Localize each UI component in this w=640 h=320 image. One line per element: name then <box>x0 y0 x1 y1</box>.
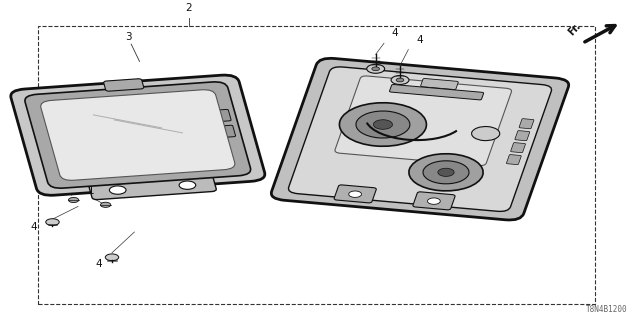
FancyBboxPatch shape <box>205 109 231 122</box>
FancyBboxPatch shape <box>515 131 530 141</box>
Circle shape <box>109 186 126 194</box>
Text: 4: 4 <box>392 28 398 38</box>
FancyBboxPatch shape <box>511 143 525 153</box>
Circle shape <box>396 78 404 82</box>
Circle shape <box>349 191 362 197</box>
FancyBboxPatch shape <box>87 169 216 200</box>
FancyBboxPatch shape <box>335 76 511 165</box>
Text: 4: 4 <box>96 259 102 269</box>
Text: 4: 4 <box>416 36 422 45</box>
Text: 2: 2 <box>186 4 192 13</box>
Circle shape <box>472 126 500 140</box>
Text: Fr.: Fr. <box>566 21 583 37</box>
FancyBboxPatch shape <box>519 119 534 129</box>
Text: 4: 4 <box>30 222 36 232</box>
Circle shape <box>68 197 79 203</box>
FancyBboxPatch shape <box>420 78 458 90</box>
Text: T8N4B1200: T8N4B1200 <box>586 305 627 314</box>
Text: 3: 3 <box>125 32 131 42</box>
FancyBboxPatch shape <box>210 125 236 138</box>
Circle shape <box>367 64 385 73</box>
Circle shape <box>100 202 111 207</box>
Circle shape <box>356 111 410 138</box>
FancyBboxPatch shape <box>25 82 251 188</box>
Circle shape <box>423 161 469 184</box>
FancyBboxPatch shape <box>104 79 144 91</box>
Bar <box>38 26 595 304</box>
Circle shape <box>372 67 380 71</box>
FancyBboxPatch shape <box>413 192 455 210</box>
Circle shape <box>373 120 392 129</box>
Circle shape <box>391 76 409 84</box>
Circle shape <box>409 154 483 191</box>
Circle shape <box>428 198 440 204</box>
FancyBboxPatch shape <box>334 185 376 203</box>
FancyBboxPatch shape <box>390 84 484 100</box>
FancyBboxPatch shape <box>41 90 235 180</box>
FancyBboxPatch shape <box>11 75 265 195</box>
Circle shape <box>179 181 196 189</box>
FancyBboxPatch shape <box>506 155 521 164</box>
Circle shape <box>438 168 454 176</box>
FancyBboxPatch shape <box>289 67 552 212</box>
FancyBboxPatch shape <box>271 58 569 220</box>
Circle shape <box>339 103 426 146</box>
Text: 1: 1 <box>88 186 94 196</box>
Text: 1: 1 <box>49 167 56 177</box>
Circle shape <box>105 254 119 260</box>
Circle shape <box>46 219 60 225</box>
